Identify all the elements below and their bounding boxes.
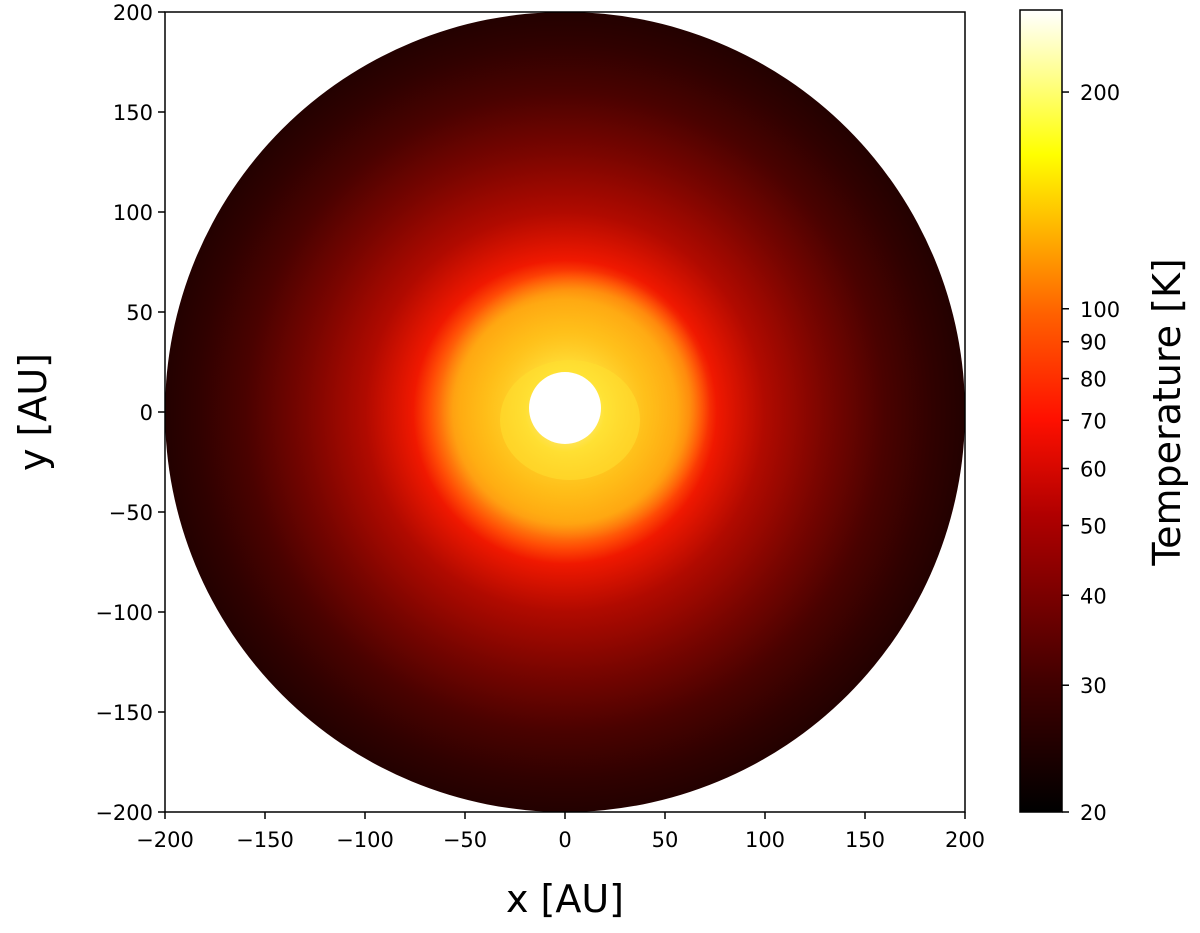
x-tick-label: −50 [443, 828, 487, 852]
colorbar-fill [1020, 10, 1062, 812]
y-tick-label: −200 [95, 801, 153, 825]
x-tick-label: 100 [745, 828, 785, 852]
x-tick-label: −100 [336, 828, 394, 852]
x-tick-label: 50 [652, 828, 679, 852]
colorbar-tick-label: 70 [1080, 409, 1107, 433]
colorbar-tick-label: 80 [1080, 368, 1107, 392]
x-tick-label: 150 [845, 828, 885, 852]
y-tick-label: −50 [109, 501, 153, 525]
y-tick-label: 100 [113, 201, 153, 225]
colorbar-tick-label: 200 [1080, 81, 1120, 105]
colorbar-tick-label: 100 [1080, 298, 1120, 322]
colorbar-tick-label: 90 [1080, 331, 1107, 355]
colorbar-ticks: 20 30 40 50 60 70 80 90 100 200 [1062, 81, 1120, 825]
plot-area [164, 11, 966, 813]
colorbar-tick-label: 40 [1080, 584, 1107, 608]
colorbar [1019, 9, 1063, 813]
y-tick-label: −100 [95, 601, 153, 625]
y-axis-ticks: −200 −150 −100 −50 0 50 100 150 200 [95, 1, 165, 825]
x-tick-label: −150 [236, 828, 294, 852]
y-tick-label: −150 [95, 701, 153, 725]
x-tick-label: −200 [136, 828, 194, 852]
inner-cavity [529, 372, 601, 444]
x-axis-label: x [AU] [506, 877, 624, 921]
colorbar-frame [1019, 9, 1063, 813]
colorbar-label: Temperature [K] [1145, 258, 1189, 566]
y-tick-label: 150 [113, 101, 153, 125]
y-tick-label: 200 [113, 1, 153, 25]
y-axis-label: y [AU] [11, 353, 55, 471]
colorbar-tick-label: 50 [1080, 514, 1107, 538]
colorbar-tick-label: 60 [1080, 457, 1107, 481]
x-axis-ticks: −200 −150 −100 −50 0 50 100 150 200 [136, 812, 985, 852]
x-tick-label: 0 [558, 828, 571, 852]
colorbar-tick-label: 30 [1080, 674, 1107, 698]
x-tick-label: 200 [945, 828, 985, 852]
y-tick-label: 50 [126, 301, 153, 325]
colorbar-tick-label: 20 [1080, 801, 1107, 825]
y-tick-label: 0 [140, 401, 153, 425]
